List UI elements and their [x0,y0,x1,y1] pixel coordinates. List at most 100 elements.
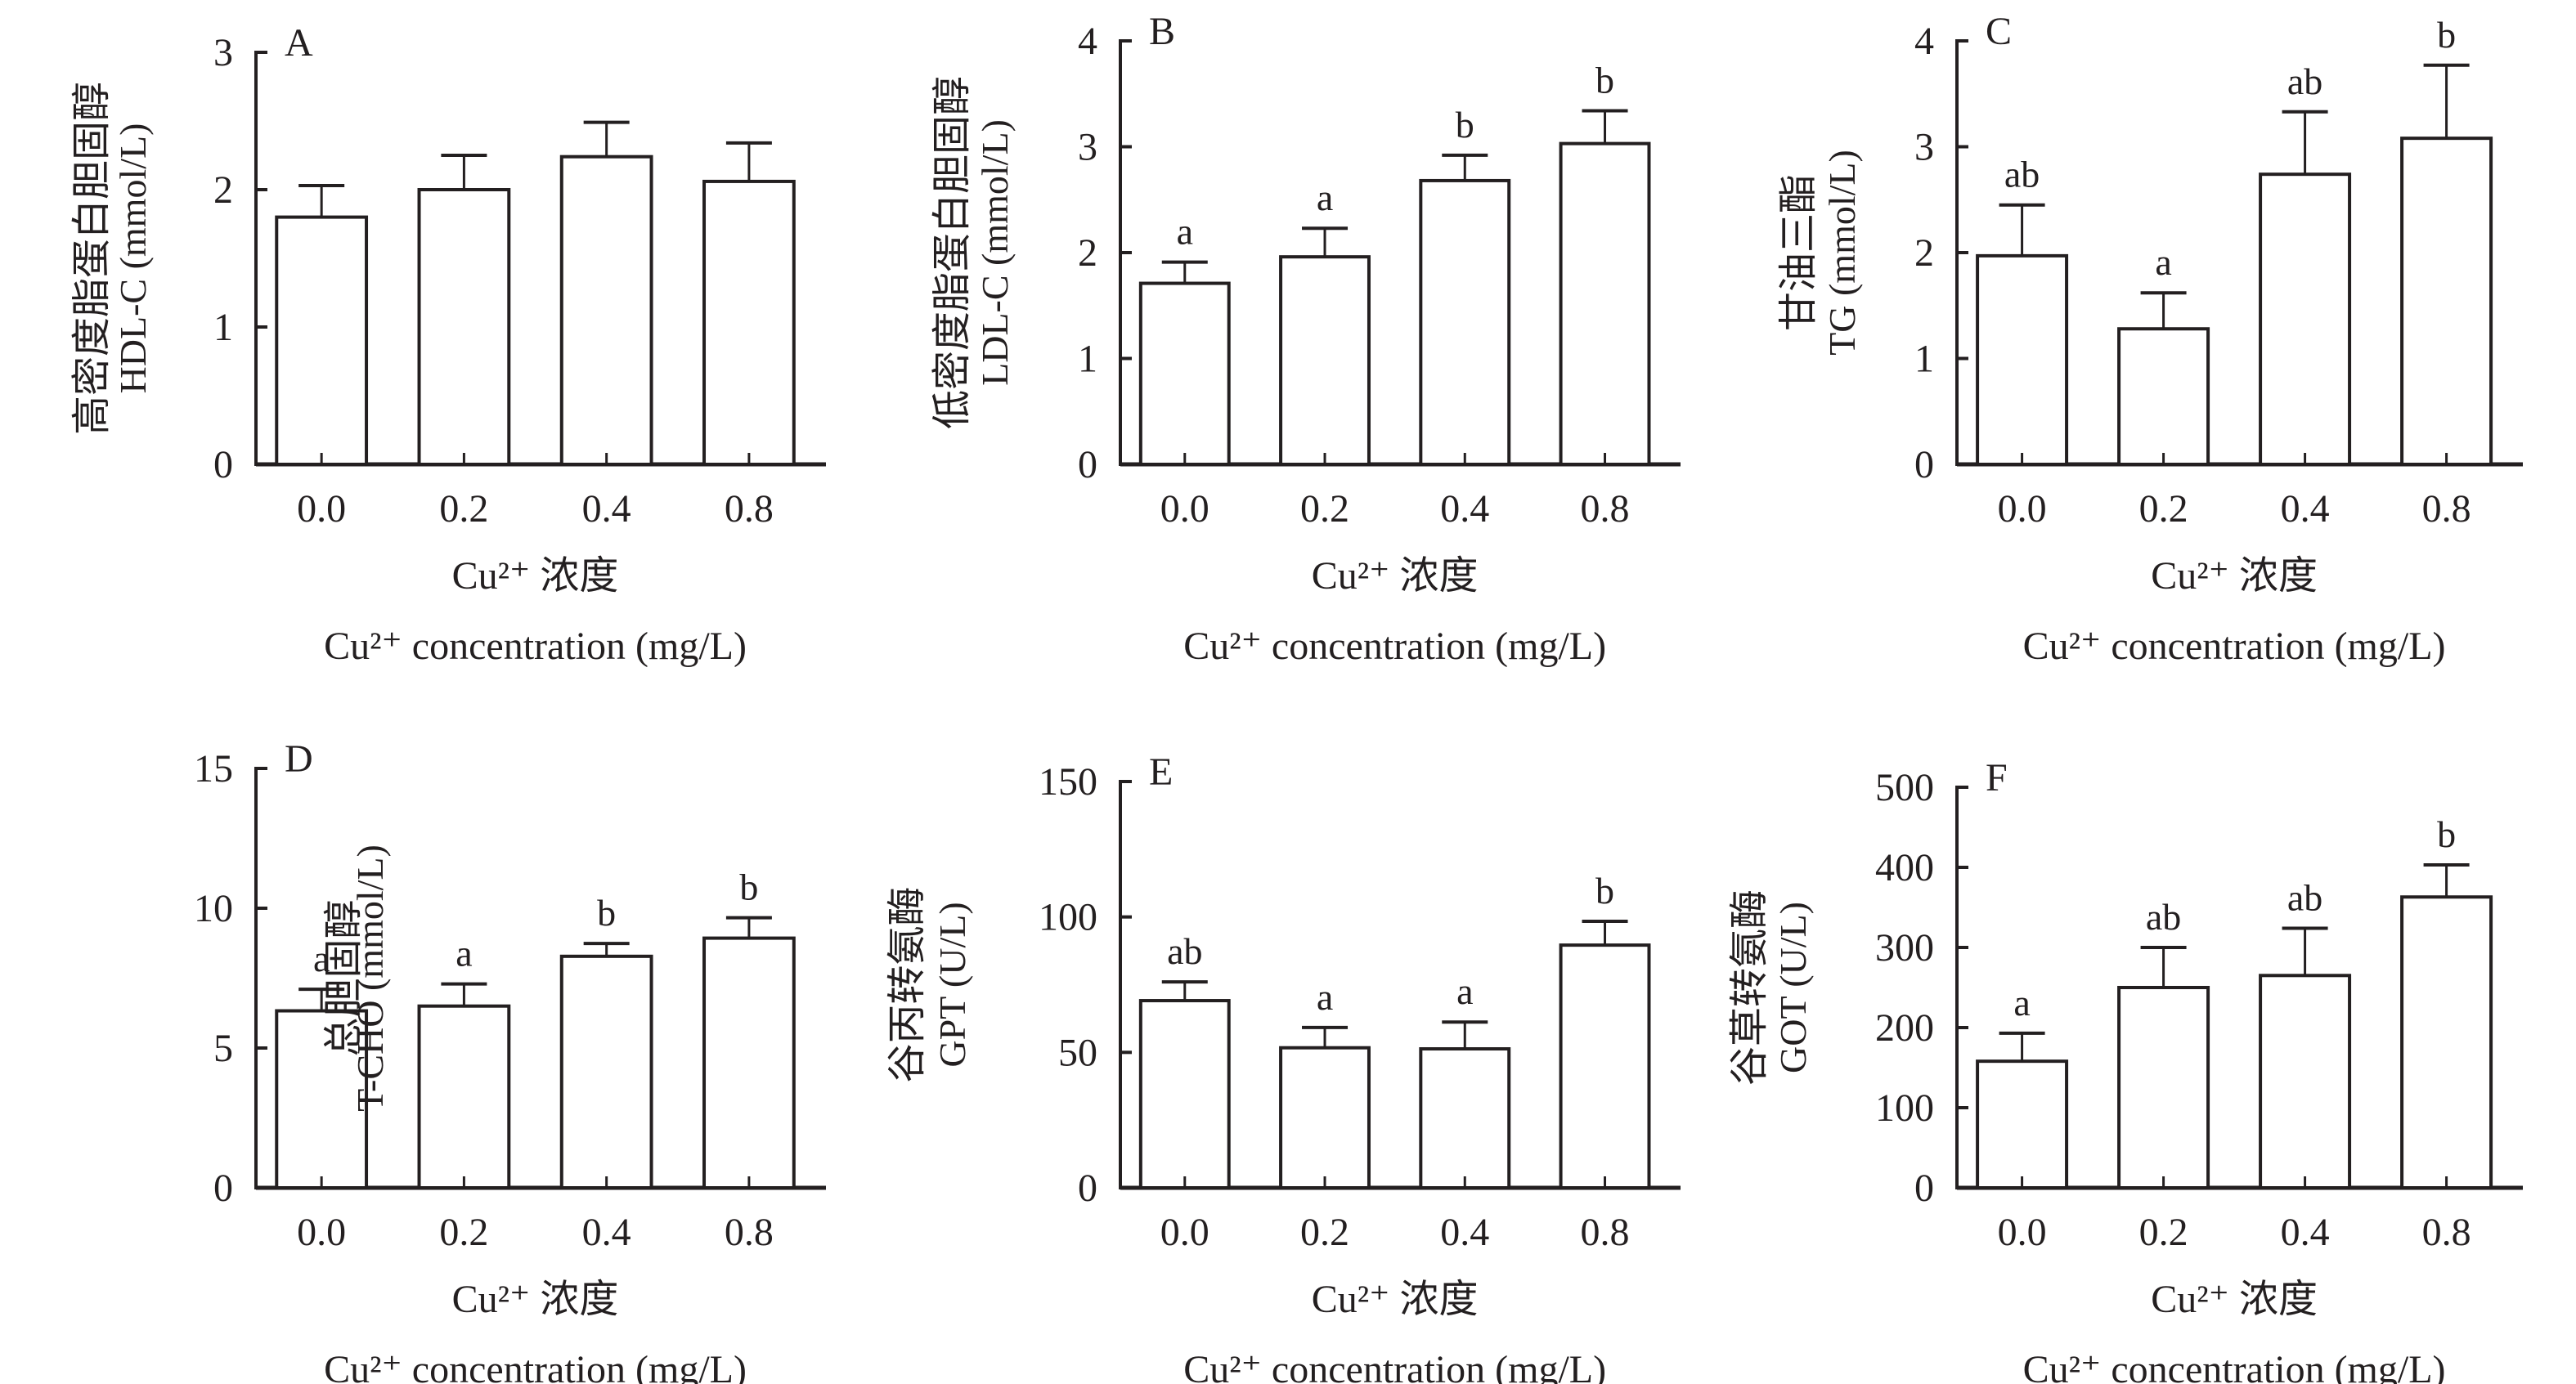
x-tick-label: 0.8 [725,1211,774,1254]
bar [1976,1059,2069,1190]
y-axis-label-cn: 低密度脂蛋白胆固醇 [931,76,974,429]
panel-c: 0 1 2 3 4 Cab 0.0 a 0.2 ab 0.4 b 0.8 Cu²⁺ 浓度 Cu²⁺ conc… [1777,10,2523,668]
y-axis-label-en: LDL-C (mmol/L) [974,119,1016,386]
significance-label: b [1456,104,1474,146]
significance-label: a [456,933,472,974]
panel-a: 0 1 2 3 A 0.0 0.2 0.4 0.8 Cu²⁺ 浓度 Cu²⁺ concentrati… [70,21,826,668]
bar [2117,327,2210,466]
x-tick-label: 0.2 [2139,1211,2188,1254]
x-axis-label-cn: Cu²⁺ 浓度 [2151,1278,2318,1321]
x-tick-label: 0.4 [2281,487,2330,531]
x-tick-label: 0.2 [439,487,488,531]
bar [275,1009,369,1190]
y-tick-label: 2 [1914,231,1934,275]
y-tick-label: 0 [1078,443,1097,486]
y-tick-label: 0 [1914,443,1934,486]
x-tick-label: 0.2 [1300,487,1349,531]
significance-label: b [1595,870,1614,911]
y-tick-label: 50 [1058,1031,1097,1074]
x-axis-label-cn: Cu²⁺ 浓度 [452,554,619,598]
y-tick-label: 15 [194,747,233,791]
x-axis-label-en: Cu²⁺ concentration (mg/L) [1183,1348,1606,1384]
y-tick-label: 500 [1875,766,1934,809]
y-tick-label: 2 [1078,231,1097,275]
y-axis-label-en: GPT (U/L) [931,902,973,1067]
panel-label: F [1986,756,2008,799]
significance-label: b [739,867,758,908]
x-tick-label: 0.0 [1998,487,2047,531]
significance-label: ab [2287,876,2322,918]
significance-label: a [2155,241,2171,283]
x-tick-label: 0.0 [297,1211,346,1254]
x-axis-label-cn: Cu²⁺ 浓度 [452,1278,619,1321]
bar [2400,895,2493,1189]
significance-label: b [2437,14,2456,56]
significance-label: ab [2287,60,2322,102]
bar [2117,986,2210,1189]
significance-label: b [2437,813,2456,855]
x-axis-label-en: Cu²⁺ concentration (mg/L) [324,625,747,668]
bar [559,954,653,1189]
bar [275,215,369,466]
x-tick-label: 0.8 [2422,487,2471,531]
y-tick-label: 1 [1914,338,1934,381]
y-axis-label-cn: 谷丙转氨酶 [886,886,929,1082]
bar [1559,943,1651,1190]
bar [2400,137,2493,466]
x-tick-label: 0.0 [1160,1211,1209,1254]
significance-label: ab [2146,896,2181,938]
bar [1279,1046,1371,1190]
panel-f: 0 100 200 300 400 500 Fa 0.0 ab 0.2 ab 0.4 b 0.8 Cu²⁺ … [1728,756,2523,1384]
y-tick-label: 5 [213,1027,233,1070]
x-tick-label: 0.0 [1160,487,1209,531]
bar [559,155,653,466]
y-tick-label: 0 [213,1167,233,1210]
x-tick-label: 0.4 [1440,1211,1489,1254]
significance-label: ab [1167,930,1202,972]
y-tick-label: 3 [1078,126,1097,169]
y-tick-label: 3 [213,31,233,74]
bar [1976,253,2069,467]
y-axis-label-cn: 总胆固醇 [322,899,366,1056]
panel-label: D [285,737,313,781]
x-tick-label: 0.0 [1998,1211,2047,1254]
y-tick-label: 0 [1078,1167,1097,1210]
significance-label: b [1595,59,1614,101]
significance-label: a [1317,177,1333,218]
y-tick-label: 100 [1875,1086,1934,1130]
bar [1279,255,1371,466]
panel-b: 0 1 2 3 4 Ba 0.0 a 0.2 b 0.4 b 0.8 Cu²⁺ 浓度 Cu²⁺ concen… [931,10,1681,668]
y-axis-label-en: HDL-C (mmol/L) [112,123,154,394]
y-tick-label: 3 [1914,126,1934,169]
y-tick-label: 4 [1914,20,1934,63]
x-tick-label: 0.2 [439,1211,488,1254]
bar [417,188,511,466]
panel-d: 0 5 10 15 Da 0.0 a 0.2 b 0.4 b 0.8 Cu²⁺ 浓度 Cu²⁺ conce… [194,737,826,1384]
y-tick-label: 2 [213,168,233,212]
bar [417,1004,511,1189]
panel-label: C [1986,10,2012,53]
y-tick-label: 10 [194,887,233,930]
bar [702,936,796,1189]
y-axis-label-cn: 高密度脂蛋白胆固醇 [70,82,114,435]
y-tick-label: 1 [213,306,233,349]
y-axis-label-en: T-CHO (mmol/L) [349,844,391,1112]
y-tick-label: 4 [1078,20,1097,63]
x-axis-label-cn: Cu²⁺ 浓度 [2151,554,2318,598]
x-tick-label: 0.8 [1581,1211,1630,1254]
bar [1138,281,1231,466]
significance-label: a [1456,970,1473,1012]
x-tick-label: 0.8 [2422,1211,2471,1254]
significance-label: ab [2004,154,2040,195]
y-tick-label: 100 [1039,896,1097,939]
panel-e: 0 50 100 150 Eab 0.0 a 0.2 a 0.4 b 0.8 Cu²⁺ 浓度 Cu²⁺ c… [886,750,1681,1384]
x-tick-label: 0.4 [1440,487,1489,531]
x-axis-label-en: Cu²⁺ concentration (mg/L) [324,1348,747,1384]
bar [1419,178,1511,466]
y-tick-label: 300 [1875,926,1934,970]
significance-label: a [2013,982,2030,1023]
y-axis-label-cn: 甘油三酯 [1777,174,1820,331]
y-tick-label: 400 [1875,846,1934,889]
x-axis-label-cn: Cu²⁺ 浓度 [1312,554,1479,598]
